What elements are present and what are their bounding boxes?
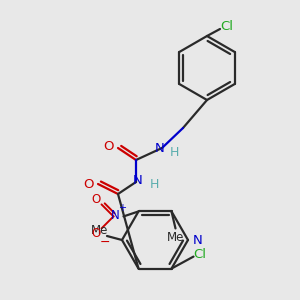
Text: +: + bbox=[118, 203, 127, 213]
Text: N: N bbox=[133, 173, 143, 187]
Text: O: O bbox=[84, 178, 94, 190]
Text: O: O bbox=[104, 140, 114, 154]
Text: H: H bbox=[169, 146, 179, 158]
Text: Me: Me bbox=[91, 224, 109, 238]
Text: O: O bbox=[92, 227, 101, 240]
Text: N: N bbox=[193, 235, 203, 248]
Text: −: − bbox=[99, 236, 110, 249]
Text: Cl: Cl bbox=[193, 248, 206, 261]
Text: Cl: Cl bbox=[220, 20, 233, 32]
Text: O: O bbox=[91, 193, 100, 206]
Text: Me: Me bbox=[167, 231, 184, 244]
Text: H: H bbox=[149, 178, 159, 191]
Text: N: N bbox=[111, 209, 120, 222]
Text: N: N bbox=[155, 142, 165, 154]
